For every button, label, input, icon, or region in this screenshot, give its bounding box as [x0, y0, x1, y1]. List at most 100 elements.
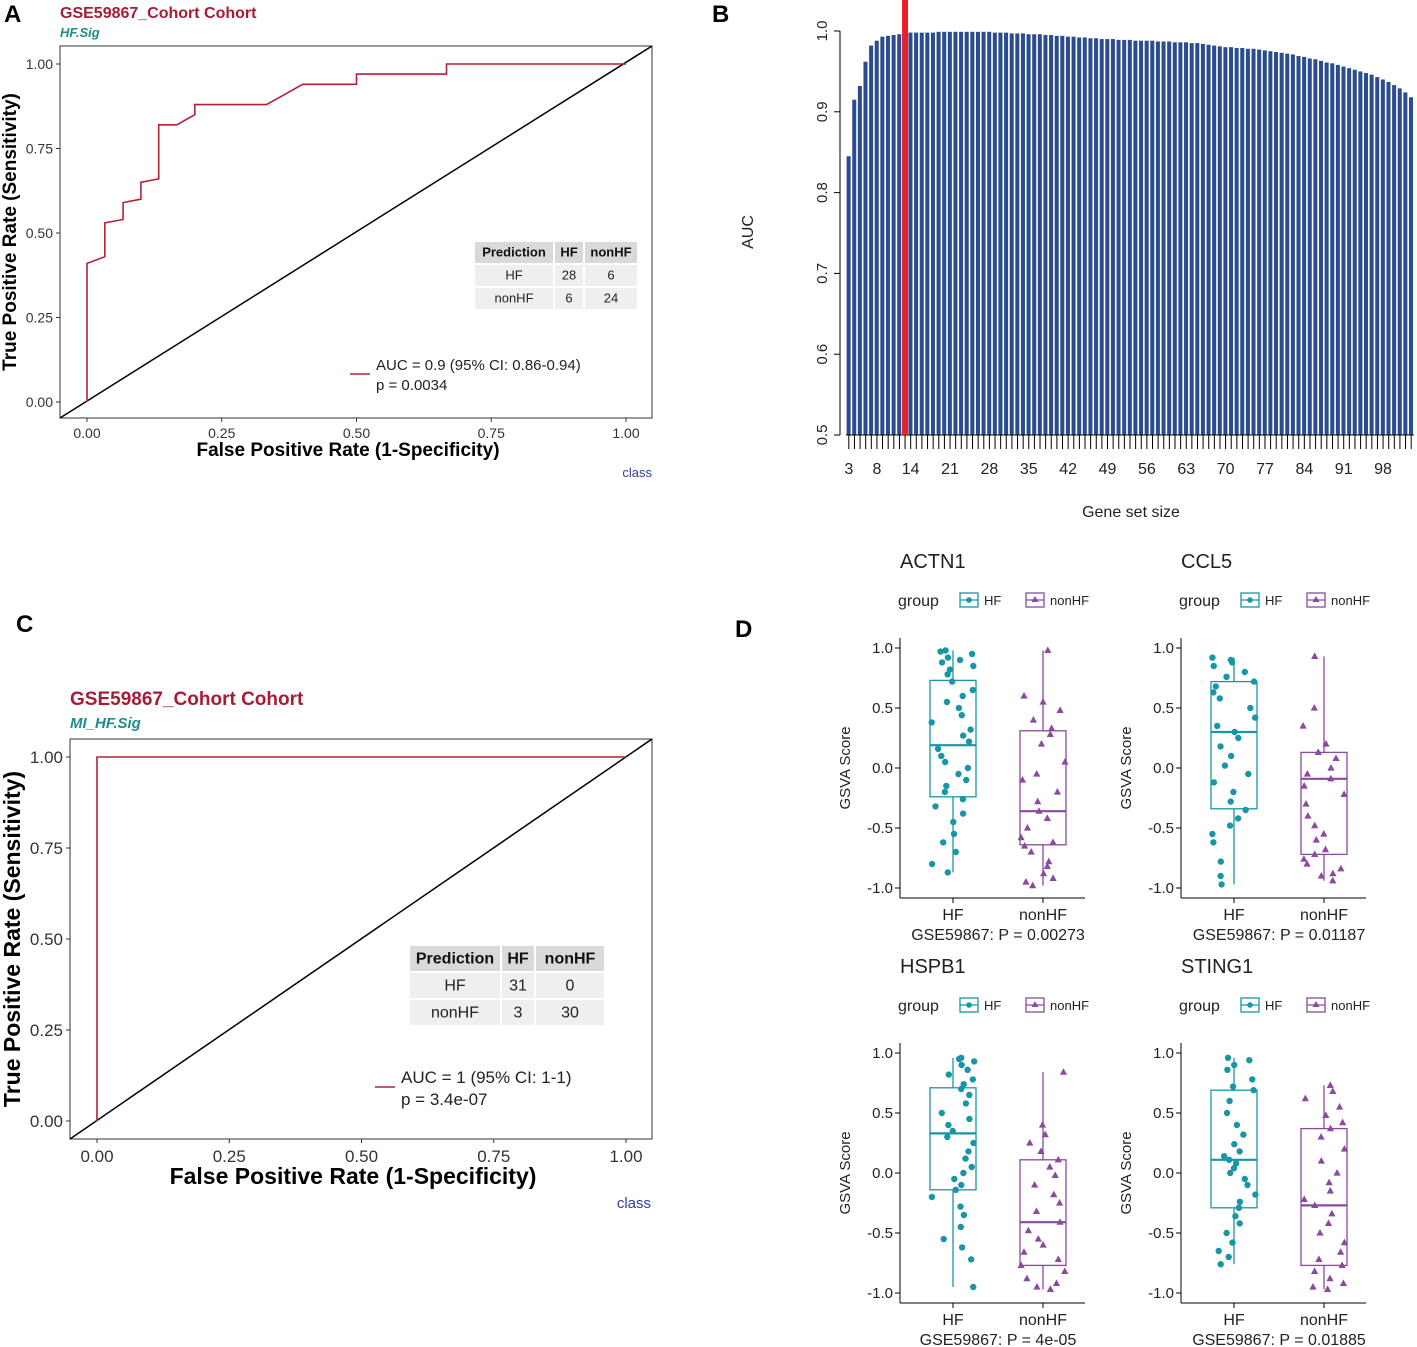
y-tick-label: 0.7	[814, 263, 831, 284]
table-cell-text: 6	[607, 268, 614, 283]
data-point	[1210, 779, 1218, 786]
table-cell-text: HF	[444, 977, 466, 994]
data-point	[1045, 857, 1053, 865]
y-tick-label: 1.0	[872, 640, 893, 657]
auc-bar	[1335, 64, 1340, 435]
x-tick-label: 0.75	[478, 425, 505, 441]
auc-bar-panel-b: 0.5 0.6 0.7 0.8 0.9 1.0 AUC 3 8 14 21 28 35 42 49 56 63 7…	[740, 0, 1414, 521]
auc-bar	[1341, 66, 1346, 435]
data-point	[1301, 1094, 1309, 1102]
data-point	[1056, 706, 1064, 713]
auc-bar	[1330, 63, 1335, 435]
auc-bar	[880, 36, 885, 435]
data-point	[941, 758, 949, 766]
data-point	[1236, 1198, 1244, 1206]
auc-bar	[1155, 41, 1160, 436]
data-point	[958, 1085, 965, 1093]
data-point	[1038, 1121, 1047, 1128]
data-point	[1051, 1171, 1059, 1178]
data-point	[1225, 1253, 1232, 1261]
x-tick-label: HF	[942, 907, 964, 924]
auc-bar	[930, 32, 935, 436]
data-point	[1027, 848, 1035, 855]
data-point	[1337, 864, 1345, 872]
data-point	[946, 666, 954, 673]
data-point	[959, 796, 967, 803]
panel-label-d: D	[735, 616, 752, 643]
table-cell-text: 28	[562, 268, 576, 283]
box-iqr	[1210, 1089, 1258, 1209]
data-point	[1229, 1239, 1236, 1246]
auc-bar	[1037, 34, 1042, 436]
data-point	[1303, 860, 1311, 867]
data-point	[1023, 824, 1032, 831]
table-cell-text: nonHF	[431, 1004, 479, 1021]
data-point	[928, 860, 936, 868]
data-point	[1048, 724, 1056, 731]
auc-bar	[919, 32, 924, 436]
data-point	[1311, 850, 1319, 857]
auc-bar	[1358, 71, 1363, 436]
data-point	[1020, 692, 1028, 699]
data-point	[945, 1071, 952, 1078]
auc-bar	[1133, 40, 1138, 436]
data-point	[1049, 838, 1057, 845]
box-iqr	[1300, 1127, 1348, 1267]
legend-key-point	[1247, 597, 1253, 603]
data-point	[968, 650, 976, 658]
data-point	[1224, 1066, 1231, 1074]
x-tick-label: 0.00	[80, 1147, 113, 1166]
legend-class-text: class	[622, 465, 652, 480]
panel-label-a: A	[4, 1, 21, 28]
legend-label: HF	[1265, 998, 1282, 1013]
auc-bar	[1004, 32, 1009, 436]
data-point	[1300, 782, 1308, 789]
data-point	[967, 726, 974, 733]
data-point	[1337, 1248, 1345, 1255]
data-point	[970, 662, 977, 670]
y-axis-label: GSVA Score	[1118, 726, 1135, 809]
data-point	[1217, 743, 1224, 750]
auc-bar	[1324, 62, 1329, 436]
auc-bar	[1020, 33, 1025, 435]
data-point	[938, 1109, 945, 1117]
data-point	[1046, 730, 1054, 737]
data-point	[1247, 704, 1254, 712]
data-point	[971, 1058, 978, 1065]
data-point	[956, 656, 964, 664]
auc-bar	[1274, 52, 1279, 436]
legend-label: nonHF	[1331, 998, 1370, 1013]
data-point	[952, 1186, 959, 1194]
boxplot-actn1: ACTN1 group HF nonHF -1.0 -0.5 0.0 0.5 1.0 GSVA S…	[837, 551, 1089, 944]
auc-bar	[1229, 47, 1234, 435]
auc-bar	[1375, 77, 1380, 435]
p-value-caption: GSE59867: P = 0.01885	[1192, 1332, 1366, 1347]
data-point	[968, 1256, 975, 1263]
legend-label: HF	[1265, 593, 1282, 608]
legend-key-point	[966, 1002, 972, 1008]
data-point	[1310, 704, 1318, 711]
boxplot-ccl5: CCL5 group HF nonHF -1.0 -0.5 0.0 0.5 1.0 GSVA Sc…	[1118, 551, 1370, 944]
data-point	[964, 764, 972, 772]
data-point	[950, 830, 958, 838]
data-point	[1316, 1229, 1324, 1236]
x-tick-label: HF	[1223, 907, 1245, 924]
data-point	[970, 1139, 977, 1147]
data-point	[1046, 1163, 1054, 1170]
data-point	[1241, 668, 1249, 676]
data-point	[1326, 1274, 1334, 1282]
legend-key-point	[1247, 1002, 1253, 1008]
legend-title: group	[898, 593, 939, 610]
data-point	[1032, 1207, 1041, 1214]
roc-panel-c: GSE59867_Cohort Cohort MI_HF.Sig 0.00 0.25 0…	[0, 689, 653, 1212]
y-tick-label: 0.6	[814, 344, 831, 365]
x-tick-label: HF	[942, 1312, 964, 1329]
data-point	[1329, 869, 1337, 877]
table-cell-text: 24	[604, 291, 618, 306]
box-iqr	[1210, 680, 1258, 810]
data-point	[1320, 830, 1328, 837]
auc-bar	[885, 35, 890, 436]
data-point	[1340, 1145, 1348, 1152]
box-iqr	[929, 1087, 977, 1191]
